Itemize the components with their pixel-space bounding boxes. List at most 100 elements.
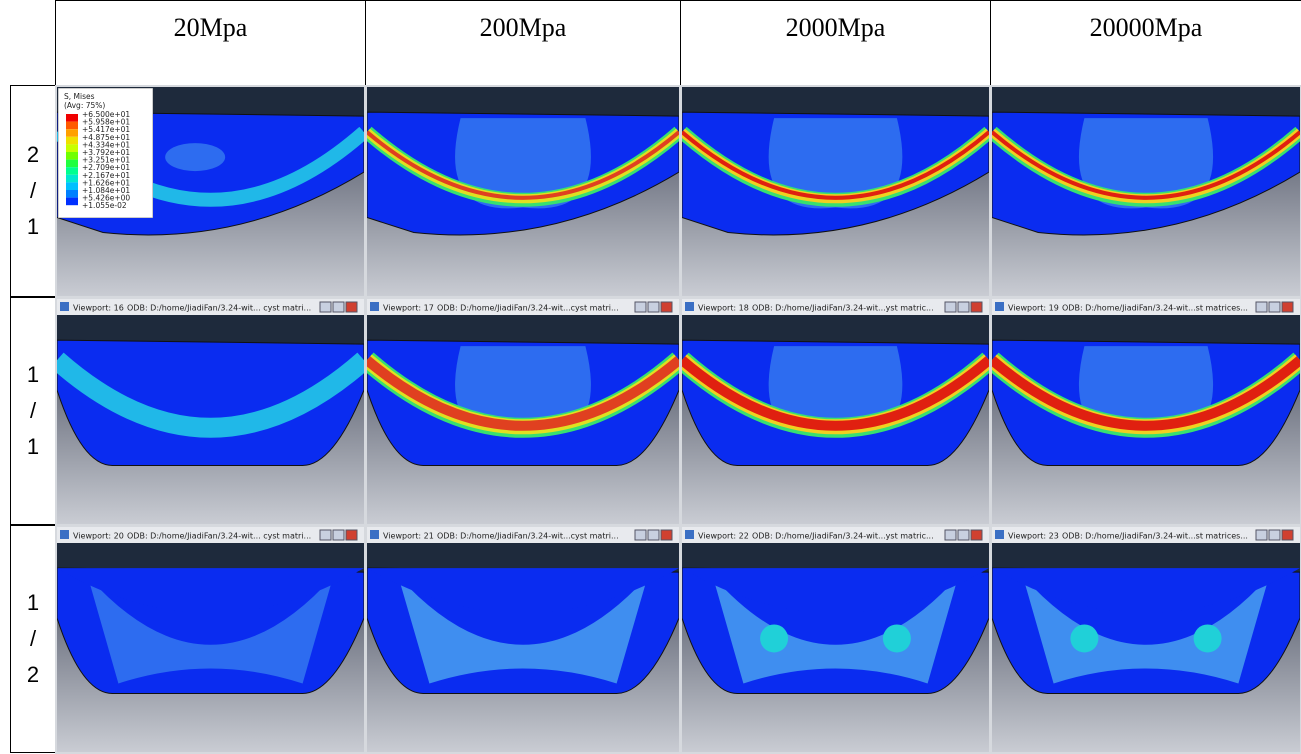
viewport-path: ODB: D:/home/JiadiFan/3.24-wit...cyst ma… — [437, 532, 619, 541]
hotspot — [882, 624, 911, 653]
title-bar — [57, 299, 364, 315]
viewport-name: Viewport: 17 — [383, 304, 434, 313]
legend-level: +5.417e+01 — [82, 125, 130, 134]
window-button — [970, 301, 983, 313]
legend-swatch — [66, 114, 78, 122]
window-button — [332, 301, 345, 313]
fea-render: Viewport: 20 ODB: D:/home/JiadiFan/3.24-w… — [57, 527, 364, 752]
title-icon — [685, 530, 694, 539]
inner-dome — [1078, 346, 1214, 437]
window-button — [1268, 529, 1281, 541]
legend-level: +6.500e+01 — [82, 110, 130, 119]
row-label: 1 / 2 — [10, 525, 56, 753]
fea-render: Viewport: 18 ODB: D:/home/JiadiFan/3.24-w… — [682, 299, 989, 524]
legend-swatch — [66, 152, 78, 160]
legend-level: +5.426e+00 — [82, 194, 130, 203]
legend-swatch — [66, 190, 78, 198]
window-button — [944, 529, 957, 541]
viewport-image: Viewport: 16 ODB: D:/home/JiadiFan/3.24-w… — [55, 297, 366, 526]
stress-band — [992, 356, 1300, 431]
inner-dome — [768, 346, 903, 437]
title-icon — [685, 302, 694, 311]
fea-render: Viewport: 23 ODB: D:/home/JiadiFan/3.24-w… — [992, 527, 1300, 752]
window-button — [660, 529, 673, 541]
inner-dome — [455, 118, 591, 209]
legend-level: +5.958e+01 — [82, 118, 130, 127]
legend-level: +3.792e+01 — [82, 148, 130, 157]
legend-level: +4.334e+01 — [82, 140, 130, 149]
fea-render — [367, 87, 679, 296]
title-icon — [60, 302, 69, 311]
legend-level: +1.055e-02 — [82, 201, 127, 210]
row-label-part: / — [29, 398, 37, 423]
fea-render: Viewport: 17 ODB: D:/home/JiadiFan/3.24-w… — [367, 299, 679, 524]
stress-region — [398, 576, 648, 684]
inner-void — [57, 568, 364, 614]
viewport-name: Viewport: 19 — [1008, 304, 1059, 313]
viewport-name: Viewport: 22 — [698, 532, 749, 541]
legend-swatch — [66, 197, 78, 206]
legend-title: S, Mises — [64, 92, 95, 101]
window-button — [647, 529, 660, 541]
title-bar — [367, 527, 679, 543]
stress-band — [367, 130, 679, 200]
window-button — [1255, 529, 1268, 541]
legend-level: +1.626e+01 — [82, 178, 130, 187]
viewport-path: ODB: D:/home/JiadiFan/3.24-wit...yst mat… — [752, 532, 934, 541]
legend-subtitle: (Avg: 75%) — [64, 101, 105, 110]
hotspot — [1070, 624, 1099, 653]
stress-band — [682, 130, 989, 200]
row-label-part: 1 — [26, 214, 40, 239]
inner-dome — [1078, 118, 1214, 209]
row-label-part: / — [29, 178, 37, 203]
title-icon — [370, 530, 379, 539]
viewport-name: Viewport: 16 — [73, 304, 124, 313]
row-label-part: 1 — [26, 362, 40, 387]
window-button — [660, 301, 673, 313]
viewport-image: Viewport: 22 ODB: D:/home/JiadiFan/3.24-w… — [680, 525, 991, 754]
window-button — [944, 301, 957, 313]
fea-render: Viewport: 19 ODB: D:/home/JiadiFan/3.24-w… — [992, 299, 1300, 524]
inclusion — [165, 143, 226, 172]
fea-render: Viewport: 22 ODB: D:/home/JiadiFan/3.24-w… — [682, 527, 989, 752]
legend-level: +2.167e+01 — [82, 171, 130, 180]
viewport-image: Viewport: 21 ODB: D:/home/JiadiFan/3.24-w… — [365, 525, 681, 754]
legend-swatch — [66, 167, 78, 175]
title-bar — [682, 527, 989, 543]
viewport-image: Viewport: 18 ODB: D:/home/JiadiFan/3.24-w… — [680, 297, 991, 526]
legend-level: +2.709e+01 — [82, 163, 130, 172]
window-button — [957, 529, 970, 541]
viewport-image — [990, 85, 1301, 298]
title-bar — [367, 299, 679, 315]
legend-swatch — [66, 174, 78, 183]
stress-region — [712, 576, 959, 684]
stress-region — [87, 576, 334, 684]
column-header: 20Mpa — [55, 0, 366, 86]
viewport-name: Viewport: 21 — [383, 532, 434, 541]
window-button — [1281, 301, 1294, 313]
viewport-path: ODB: D:/home/JiadiFan/3.24-wit...st matr… — [1062, 532, 1248, 541]
fea-render — [992, 87, 1300, 296]
title-icon — [995, 530, 1004, 539]
row-label-part: / — [29, 626, 37, 651]
viewport-image: Viewport: 23 ODB: D:/home/JiadiFan/3.24-w… — [990, 525, 1301, 754]
viewport-image — [365, 85, 681, 298]
row-label: 2 / 1 — [10, 85, 56, 297]
title-icon — [370, 302, 379, 311]
row-label-part: 2 — [26, 142, 40, 167]
stress-band — [992, 130, 1300, 200]
viewport-path: ODB: D:/home/JiadiFan/3.24-wit...cyst ma… — [437, 304, 619, 313]
column-header: 2000Mpa — [680, 0, 991, 86]
window-button — [647, 301, 660, 313]
viewport-image — [680, 85, 991, 298]
legend-level: +1.084e+01 — [82, 186, 130, 195]
window-button — [1281, 529, 1294, 541]
viewport-path: ODB: D:/home/JiadiFan/3.24-wit...st matr… — [1062, 304, 1248, 313]
title-bar — [992, 299, 1300, 315]
window-button — [970, 529, 983, 541]
window-button — [332, 529, 345, 541]
inner-void — [992, 568, 1300, 614]
viewport-path: ODB: D:/home/JiadiFan/3.24-wit...yst mat… — [752, 304, 934, 313]
legend-swatch — [66, 136, 78, 145]
stress-band — [367, 356, 679, 431]
